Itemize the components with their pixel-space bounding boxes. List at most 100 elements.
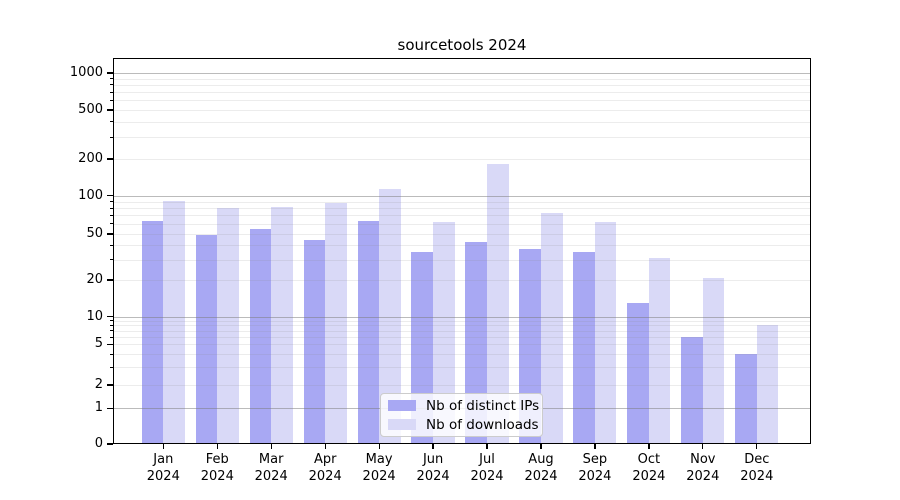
- bar-distinct-ips: [573, 251, 595, 444]
- gridline-minor: [113, 234, 811, 235]
- x-tick-month: Jun: [422, 452, 444, 467]
- y-axis-minor-tick: [109, 353, 113, 355]
- x-tick-label: Sep 2024: [563, 451, 627, 485]
- chart-title: sourcetools 2024: [397, 36, 527, 54]
- x-tick-year: 2024: [254, 469, 288, 484]
- x-tick-month: Dec: [744, 452, 770, 467]
- y-axis-minor-tick: [109, 324, 113, 326]
- x-tick-month: Mar: [258, 452, 284, 467]
- gridline-minor: [113, 320, 811, 322]
- y-axis-minor-tick: [109, 136, 113, 138]
- legend-item: Nb of distinct IPs: [388, 398, 539, 414]
- y-axis-minor-tick: [109, 121, 113, 123]
- bar-distinct-ips: [141, 221, 164, 444]
- x-axis-tick: [270, 444, 272, 449]
- x-tick-label: May 2024: [347, 451, 411, 485]
- x-tick-label: Dec 2024: [725, 451, 789, 485]
- x-axis-tick: [540, 444, 542, 449]
- x-tick-year: 2024: [200, 469, 234, 484]
- x-tick-month: Oct: [637, 452, 661, 467]
- gridline-minor: [113, 337, 811, 338]
- y-axis-tick: [107, 315, 113, 318]
- gridline-minor: [113, 259, 811, 261]
- gridline-minor: [113, 159, 811, 160]
- gridline-minor: [113, 110, 811, 111]
- legend-item: Nb of downloads: [388, 417, 539, 433]
- x-tick-label: Aug 2024: [509, 451, 573, 485]
- y-tick-label: 2: [94, 377, 103, 392]
- gridline-minor: [113, 84, 811, 86]
- y-axis-tick: [107, 195, 113, 197]
- gridline-minor: [113, 354, 811, 356]
- gridline-minor: [113, 223, 811, 225]
- x-tick-year: 2024: [632, 469, 666, 484]
- x-tick-month: May: [365, 452, 393, 467]
- y-axis-minor-tick: [109, 259, 113, 261]
- y-axis-minor-tick: [109, 223, 113, 225]
- y-tick-label: 20: [86, 272, 103, 287]
- y-axis-tick: [107, 158, 113, 160]
- x-tick-label: Oct 2024: [617, 451, 681, 485]
- bar-downloads: [325, 203, 347, 444]
- x-tick-month: Nov: [690, 452, 716, 467]
- gridline-minor: [113, 208, 811, 209]
- bar-downloads: [702, 277, 725, 444]
- x-axis-tick: [702, 444, 704, 449]
- y-axis-tick: [107, 72, 113, 74]
- bar-downloads: [271, 206, 293, 444]
- x-tick-label: Jul 2024: [455, 451, 519, 485]
- x-tick-month: Feb: [205, 452, 229, 467]
- gridline-minor: [113, 100, 811, 102]
- y-axis-tick: [107, 109, 113, 111]
- x-tick-year: 2024: [146, 469, 180, 484]
- gridline-minor: [113, 78, 811, 80]
- gridline-major: [113, 195, 811, 197]
- legend: Nb of distinct IPs Nb of downloads: [380, 393, 543, 437]
- bar-distinct-ips: [681, 337, 703, 444]
- x-tick-year: 2024: [740, 469, 774, 484]
- bar-downloads: [648, 258, 671, 444]
- bar-downloads: [163, 200, 185, 444]
- x-tick-year: 2024: [416, 469, 450, 484]
- y-axis-minor-tick: [109, 84, 113, 86]
- x-tick-year: 2024: [524, 469, 558, 484]
- gridline-minor: [113, 137, 811, 139]
- bar-distinct-ips: [735, 354, 757, 444]
- y-axis-minor-tick: [109, 336, 113, 338]
- x-tick-year: 2024: [686, 469, 720, 484]
- gridline-minor: [113, 325, 811, 327]
- y-axis-minor-tick: [109, 320, 113, 322]
- gridline-minor: [113, 201, 811, 203]
- gridline-minor: [113, 92, 811, 93]
- y-tick-label: 5: [94, 336, 103, 352]
- x-tick-month: Jul: [479, 452, 495, 467]
- gridline-minor: [113, 330, 811, 332]
- x-tick-month: Jan: [153, 452, 174, 467]
- legend-label: Nb of downloads: [426, 416, 539, 433]
- y-axis-tick: [107, 233, 113, 235]
- x-axis-tick: [486, 444, 488, 449]
- bar-downloads: [487, 163, 509, 444]
- x-tick-label: Nov 2024: [671, 451, 735, 485]
- x-tick-month: Aug: [528, 452, 554, 467]
- y-tick-label: 1000: [69, 65, 103, 80]
- x-tick-label: Jan 2024: [131, 451, 195, 485]
- gridline-minor: [113, 344, 811, 346]
- x-tick-year: 2024: [470, 469, 504, 484]
- x-axis-tick: [324, 444, 326, 449]
- y-axis-minor-tick: [109, 201, 113, 202]
- gridline-major: [113, 316, 811, 318]
- bar-distinct-ips: [357, 221, 380, 444]
- x-axis-tick: [378, 444, 380, 449]
- x-axis-tick: [756, 444, 758, 449]
- y-axis-tick: [107, 407, 113, 409]
- y-axis-tick: [107, 384, 113, 386]
- gridline-minor: [113, 280, 811, 281]
- y-axis-tick: [107, 279, 113, 281]
- x-axis-tick: [594, 444, 596, 449]
- x-tick-year: 2024: [362, 469, 396, 484]
- gridline-minor: [113, 215, 811, 217]
- bar-downloads: [594, 222, 617, 444]
- bar-downloads: [541, 213, 563, 444]
